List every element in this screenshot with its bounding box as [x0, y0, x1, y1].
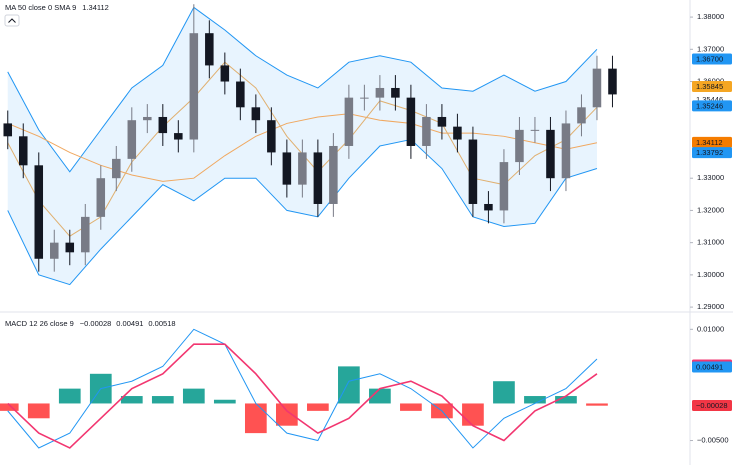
- histogram-bar: [182, 388, 205, 404]
- candle-body: [453, 126, 462, 140]
- candle-body: [484, 203, 493, 211]
- y-tick-label: 1.36000: [697, 77, 724, 86]
- macd-line: [7, 343, 598, 449]
- candle-body: [65, 242, 75, 253]
- price-badge: [692, 100, 732, 112]
- indicator-title: MACD 12 26 close 9: [5, 319, 74, 328]
- candle-body: [468, 139, 478, 204]
- candle-body: [546, 129, 555, 179]
- candle-body: [267, 120, 276, 153]
- price-badge: [692, 147, 732, 159]
- candle-body: [406, 97, 416, 146]
- candle-body: [499, 162, 509, 211]
- indicator-line: [7, 113, 598, 182]
- candle-body: [96, 178, 106, 217]
- candle-body: [143, 116, 152, 121]
- histogram-bar: [555, 396, 577, 404]
- price-badge: [692, 400, 732, 412]
- indicator-title: MA 50 close 0 SMA 9: [5, 3, 76, 12]
- histogram-bar: [27, 403, 50, 419]
- price-badge: [692, 53, 732, 65]
- candle-body: [437, 116, 447, 127]
- histogram-bar: [400, 403, 422, 411]
- price-badge-label: 1.33792: [696, 148, 723, 157]
- histogram-bar: [462, 403, 484, 426]
- candle-body: [422, 116, 431, 146]
- candle-body: [220, 65, 230, 82]
- candle-body: [375, 87, 385, 98]
- histogram-bar: [369, 388, 391, 404]
- y-tick-label: 1.32000: [697, 205, 724, 214]
- candle-body: [189, 33, 199, 140]
- candle-body: [236, 81, 245, 108]
- histogram-bar: [120, 396, 143, 404]
- price-badge-label: −0.00028: [696, 401, 728, 410]
- price-badge-label: 1.35845: [696, 82, 723, 91]
- macd-line: [7, 328, 598, 449]
- histogram-bar: [276, 403, 298, 426]
- histogram-bar: [58, 388, 81, 404]
- price-badge-label: 1.36700: [696, 54, 723, 63]
- y-tick-label: 1.37000: [697, 44, 724, 53]
- candle-body: [313, 152, 323, 204]
- y-tick-label: 1.31000: [697, 238, 724, 247]
- candle-body: [158, 116, 168, 134]
- histogram-bar: [307, 403, 329, 411]
- candle-body: [344, 97, 354, 146]
- indicator-value: 0.00491: [116, 319, 143, 328]
- collapse-button[interactable]: [4, 14, 20, 27]
- candle-body: [127, 120, 137, 159]
- price-badge-label: 0.00491: [696, 363, 723, 372]
- y-tick-label: 1.33000: [697, 173, 724, 182]
- candle-body: [530, 129, 540, 131]
- candle-body: [391, 87, 400, 98]
- y-tick-label: 1.30000: [697, 270, 724, 279]
- histogram-bar: [0, 403, 19, 411]
- y-tick-label: 1.38000: [697, 12, 724, 21]
- price-badge-label: 1.35446: [696, 95, 723, 104]
- candle-body: [608, 68, 617, 95]
- histogram-bar: [338, 366, 360, 404]
- y-tick-label: −0.00500: [697, 436, 729, 445]
- indicator-value: −0.00028: [80, 319, 112, 328]
- y-tick-label: 1.29000: [697, 302, 724, 311]
- candle-body: [298, 152, 307, 185]
- candle-body: [329, 145, 338, 204]
- candle-body: [205, 33, 214, 66]
- candle-body: [282, 152, 292, 185]
- candle-body: [112, 158, 121, 179]
- candle-body: [577, 107, 586, 124]
- histogram-bar: [586, 403, 608, 406]
- candle-body: [50, 242, 59, 259]
- histogram-bar: [244, 403, 267, 434]
- histogram-bar: [213, 399, 236, 404]
- indicator-value: 0.00518: [148, 319, 175, 328]
- collapse-icon: [8, 18, 16, 23]
- indicator-line: [7, 6, 598, 173]
- candle-body: [592, 68, 602, 108]
- candle-body: [174, 133, 183, 140]
- candle-body: [3, 123, 13, 137]
- candle-body: [360, 97, 369, 99]
- candle-body: [81, 216, 90, 253]
- histogram-bar: [151, 396, 174, 404]
- y-tick-label: 0.01000: [697, 324, 724, 333]
- price-badge-label: 1.35246: [696, 101, 723, 110]
- candle-body: [251, 107, 261, 121]
- candle-body: [18, 136, 28, 166]
- candle-body: [34, 165, 44, 259]
- indicator-value: 1.34112: [82, 3, 109, 12]
- candle-body: [561, 123, 571, 179]
- price-badge: [692, 136, 732, 148]
- histogram-bar: [524, 396, 546, 404]
- candle-body: [515, 129, 524, 163]
- indicator-line: [7, 138, 598, 286]
- price-badge: [692, 81, 732, 93]
- price-badge-label: 1.34112: [696, 138, 723, 147]
- histogram-bar: [493, 381, 515, 404]
- price-badge: [692, 361, 732, 373]
